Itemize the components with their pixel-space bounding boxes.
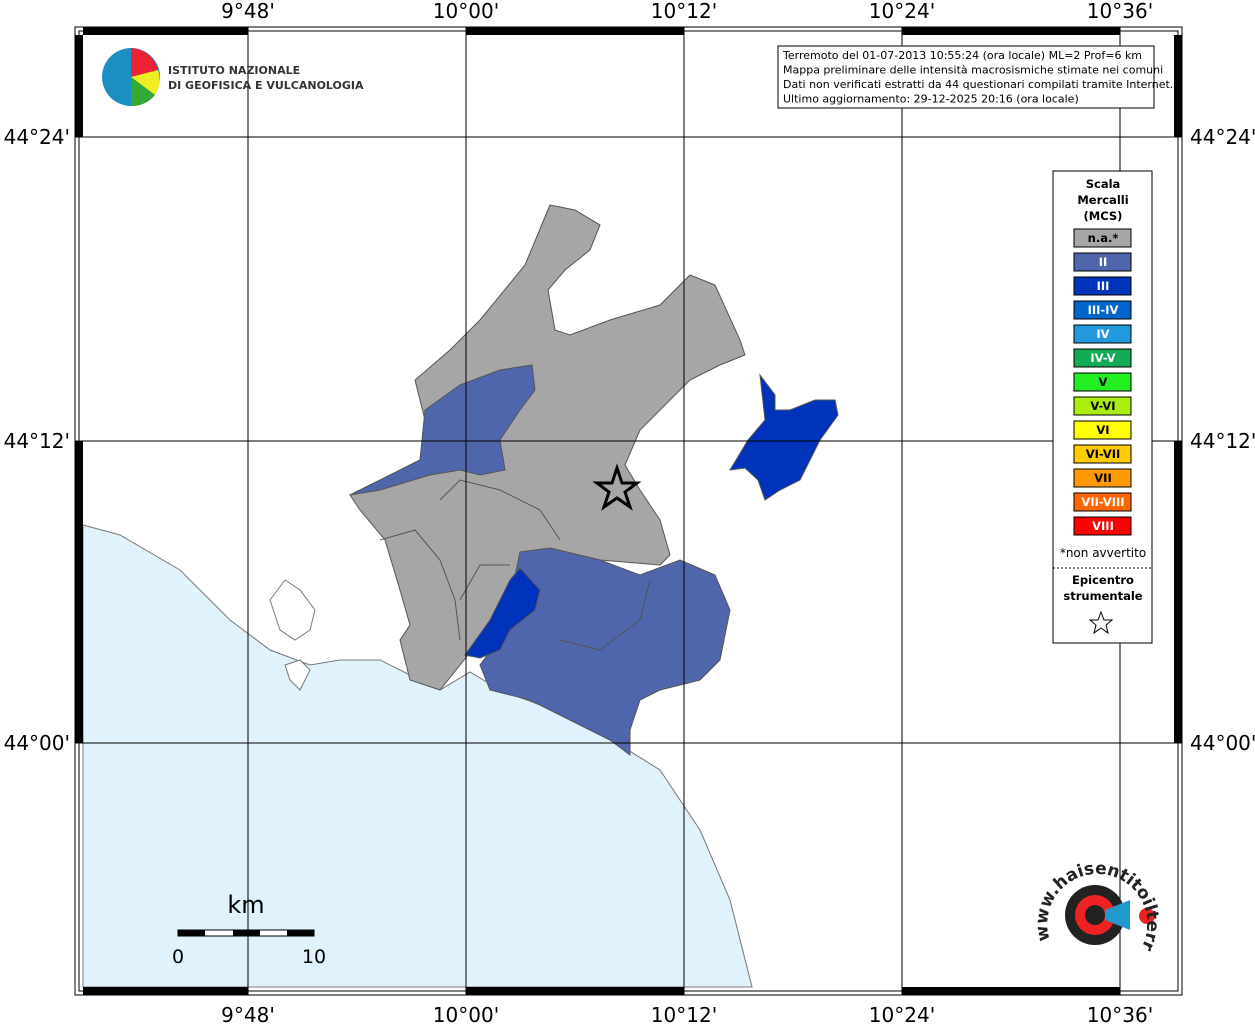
info-line: Mappa preliminare delle intensità macros… [783,64,1163,77]
lat-label: 44°12' [4,429,70,453]
path [131,70,160,95]
info-line: Terremoto del 01-07-2013 10:55:24 (ora l… [782,49,1142,62]
lon-label: 10°36' [1087,0,1153,23]
epicenter [592,463,642,511]
rect [233,930,260,936]
legend-label: V-VI [1090,399,1115,413]
legend-swatch [1073,372,1132,392]
rect [902,987,1120,995]
legend-swatch [1073,252,1132,272]
legend-epicenter: strumentale [1063,589,1142,603]
text: km [227,891,264,919]
boundaries [379,479,651,651]
legend-swatch [1073,492,1132,512]
legend-label: n.a.* [1088,231,1119,245]
polygon [592,463,642,511]
path [131,48,158,77]
legend-label: VII [1094,471,1111,485]
rect [75,35,83,137]
lon-label: 10°00' [433,1003,499,1024]
lon-label: 10°12' [651,0,717,23]
region [464,567,541,659]
lat-label: 44°00' [4,731,70,755]
legend-title: Scala [1086,177,1121,191]
legend-title: Mercalli [1077,193,1128,207]
g: 9°48' 9°48' 10°00' 10°00' 10°12' 10°12' 10°24'… [4,0,1255,1024]
rect [902,27,1120,35]
legend-swatch [1073,396,1132,416]
text: 10 [302,946,326,968]
lat-label: 44°24' [1190,125,1255,149]
path [1105,900,1130,930]
legend-epicenter: Epicentro [1072,573,1134,587]
ingv-logo: ISTITUTO NAZIONALE DI GEOFISICA E VULCAN… [102,48,364,107]
text: 0 [172,946,184,968]
rect [1174,441,1182,743]
scale-bar: km 0 10 [172,891,326,968]
frame-bars [75,27,1182,995]
legend-label: IV [1096,327,1109,341]
region [349,204,746,691]
legend-label: III-IV [1088,303,1119,317]
legend-swatch [1073,420,1132,440]
circle [1139,908,1155,924]
g: Terremoto del 01-07-2013 10:55:24 (ora l… [782,49,1173,106]
info-line: Dati non verificati estratti da 44 quest… [783,78,1173,91]
legend-swatch [1073,348,1132,368]
legend-label: VII-VIII [1081,495,1124,509]
legend-swatch [1073,516,1132,536]
lat-label: 44°12' [1190,429,1255,453]
legend-swatch [1073,276,1132,296]
lon-label: 10°36' [1087,1003,1153,1024]
lon-label: 10°00' [433,0,499,23]
rect [178,930,205,936]
legend-note: *non avvertito [1060,546,1146,560]
legend-label: VI [1096,423,1109,437]
rect [1174,35,1182,137]
circle [1085,905,1105,925]
text: DI GEOFISICA E VULCANOLOGIA [168,79,364,92]
region [349,364,536,496]
rect [287,930,314,936]
lon-label: 10°24' [869,0,935,23]
info-line: Ultimo aggiornamento: 29-12-2025 20:16 (… [783,93,1079,106]
rect [83,987,248,995]
text: ISTITUTO NAZIONALE [168,64,300,77]
lon-label: 9°48' [221,1003,275,1024]
rect [466,27,684,35]
rect [75,441,83,743]
legend-label: V [1099,375,1108,389]
legend-swatch [1073,468,1132,488]
lon-label: 10°24' [869,1003,935,1024]
region [479,547,731,756]
lat-label: 44°24' [4,125,70,149]
lon-label: 9°48' [221,0,275,23]
lon-label: 10°12' [651,1003,717,1024]
lat-label: 44°00' [1190,731,1255,755]
island [284,659,311,691]
legend-title: (MCS) [1084,209,1123,223]
legend-label: II [1099,255,1108,269]
rect [83,27,248,35]
legend-label: III [1097,279,1110,293]
info-box [777,45,1155,109]
legend-swatch [1073,324,1132,344]
legend-swatch [1073,300,1132,320]
legend-swatch [1073,444,1132,464]
coast-detail [269,579,316,641]
legend-label: VI-VII [1086,447,1121,461]
region [729,373,839,501]
g: ScalaMercalli(MCS)n.a.*IIIIIIII-IVIVIV-V… [1053,177,1152,635]
rect [466,987,684,995]
path [131,77,155,107]
legend-label: VIII [1092,519,1114,533]
sea [82,524,753,988]
legend-label: IV-V [1090,351,1115,365]
legend-star [1088,610,1114,635]
legend-swatch [1073,228,1132,248]
